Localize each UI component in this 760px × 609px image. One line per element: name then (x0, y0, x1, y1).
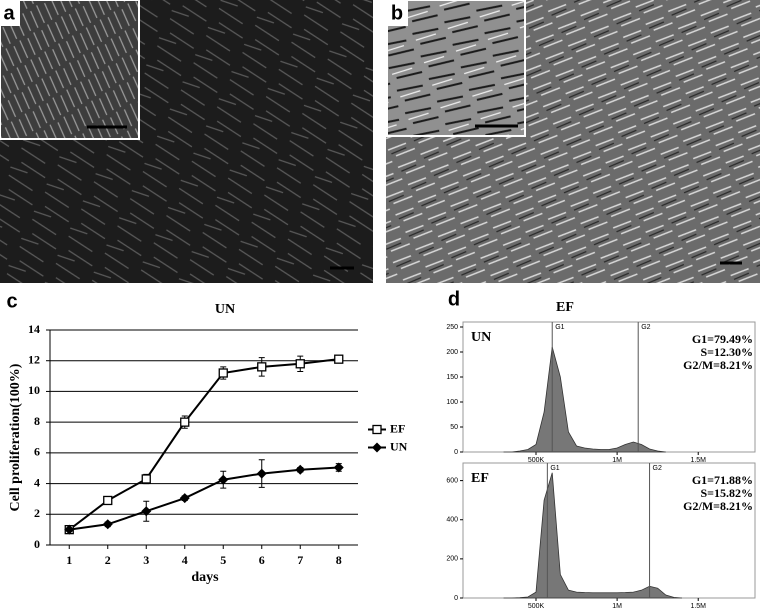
micrograph-b: b (386, 0, 760, 283)
x-tick-label: 500K (528, 457, 545, 464)
annotation: G2/M=8.21% (683, 358, 753, 372)
y-tick-label: 6 (34, 445, 40, 459)
y-tick-label: 12 (28, 352, 40, 366)
x-tick-label: 1.5M (690, 457, 706, 464)
y-tick-label: 0 (454, 595, 458, 602)
data-point (64, 524, 75, 535)
gate-label: G1 (550, 465, 559, 472)
data-point (256, 468, 267, 479)
histogram-area (503, 472, 683, 599)
legend-label: EF (390, 421, 405, 435)
data-point (141, 474, 151, 484)
x-tick-label: 7 (297, 553, 303, 567)
gate-label: G1 (555, 324, 564, 331)
data-point (103, 495, 113, 506)
legend-marker (372, 424, 382, 435)
micrograph-a: a (0, 0, 373, 283)
chart-title: UN (215, 302, 235, 317)
histogram-area (503, 346, 666, 453)
y-tick-label: 0 (34, 537, 40, 551)
y-tick-label: 0 (454, 449, 458, 456)
plot-frame (462, 462, 756, 599)
data-point (218, 474, 229, 485)
gate-label: G2 (641, 324, 650, 331)
legend-marker (372, 442, 382, 453)
y-tick-label: 10 (28, 383, 40, 397)
gate-label: G2 (653, 465, 662, 472)
panel-label: c (6, 290, 17, 312)
annotation: G1=71.88% (692, 473, 753, 487)
y-tick-label: 2 (34, 506, 40, 520)
x-tick-label: 1.5M (690, 603, 706, 609)
x-tick-label: 5 (220, 553, 226, 567)
data-point (295, 359, 305, 369)
x-axis-label: days (191, 570, 219, 585)
x-tick-label: 500K (528, 603, 545, 609)
annotation: G1=79.49% (692, 332, 753, 346)
data-point (179, 493, 190, 504)
y-tick-label: 200 (446, 349, 458, 356)
histogram-label: UN (471, 330, 491, 345)
data-point (257, 362, 267, 372)
y-tick-label: 14 (28, 322, 40, 336)
data-point (334, 354, 344, 364)
y-tick-label: 600 (446, 477, 458, 484)
y-tick-label: 50 (450, 424, 458, 431)
x-tick-label: 6 (259, 553, 265, 567)
data-point (333, 462, 344, 473)
x-tick-label: 1 (66, 553, 72, 567)
annotation: S=12.30% (700, 345, 753, 359)
annotation: G2/M=8.21% (683, 499, 753, 513)
y-tick-label: 8 (34, 414, 40, 428)
data-point (102, 519, 113, 530)
annotation: S=15.82% (700, 486, 753, 500)
series-line (68, 358, 339, 531)
y-tick-label: 100 (446, 399, 458, 406)
x-tick-label: 3 (143, 553, 149, 567)
data-point (141, 506, 152, 517)
x-tick-label: 4 (182, 553, 188, 567)
plot-frame (462, 321, 756, 453)
histogram-label: EF (471, 471, 489, 486)
chart-title: EF (556, 300, 574, 315)
y-tick-label: 4 (34, 475, 40, 489)
panel-label: a (3, 2, 15, 24)
y-tick-label: 200 (446, 556, 458, 563)
y-tick-label: 250 (446, 324, 458, 331)
data-point (218, 368, 228, 378)
panel-label: b (391, 2, 403, 24)
legend-label: UN (390, 439, 408, 453)
data-point (295, 464, 306, 475)
x-tick-label: 1M (612, 457, 622, 464)
x-tick-label: 8 (336, 553, 342, 567)
series-line (69, 466, 339, 531)
y-tick-label: 400 (446, 517, 458, 524)
x-tick-label: 1M (612, 603, 622, 609)
data-point (180, 417, 190, 427)
panel-label: d (448, 288, 460, 310)
y-axis-label: Cell proliferation(100%) (8, 363, 23, 511)
y-tick-label: 150 (446, 374, 458, 381)
x-tick-label: 2 (105, 553, 111, 567)
